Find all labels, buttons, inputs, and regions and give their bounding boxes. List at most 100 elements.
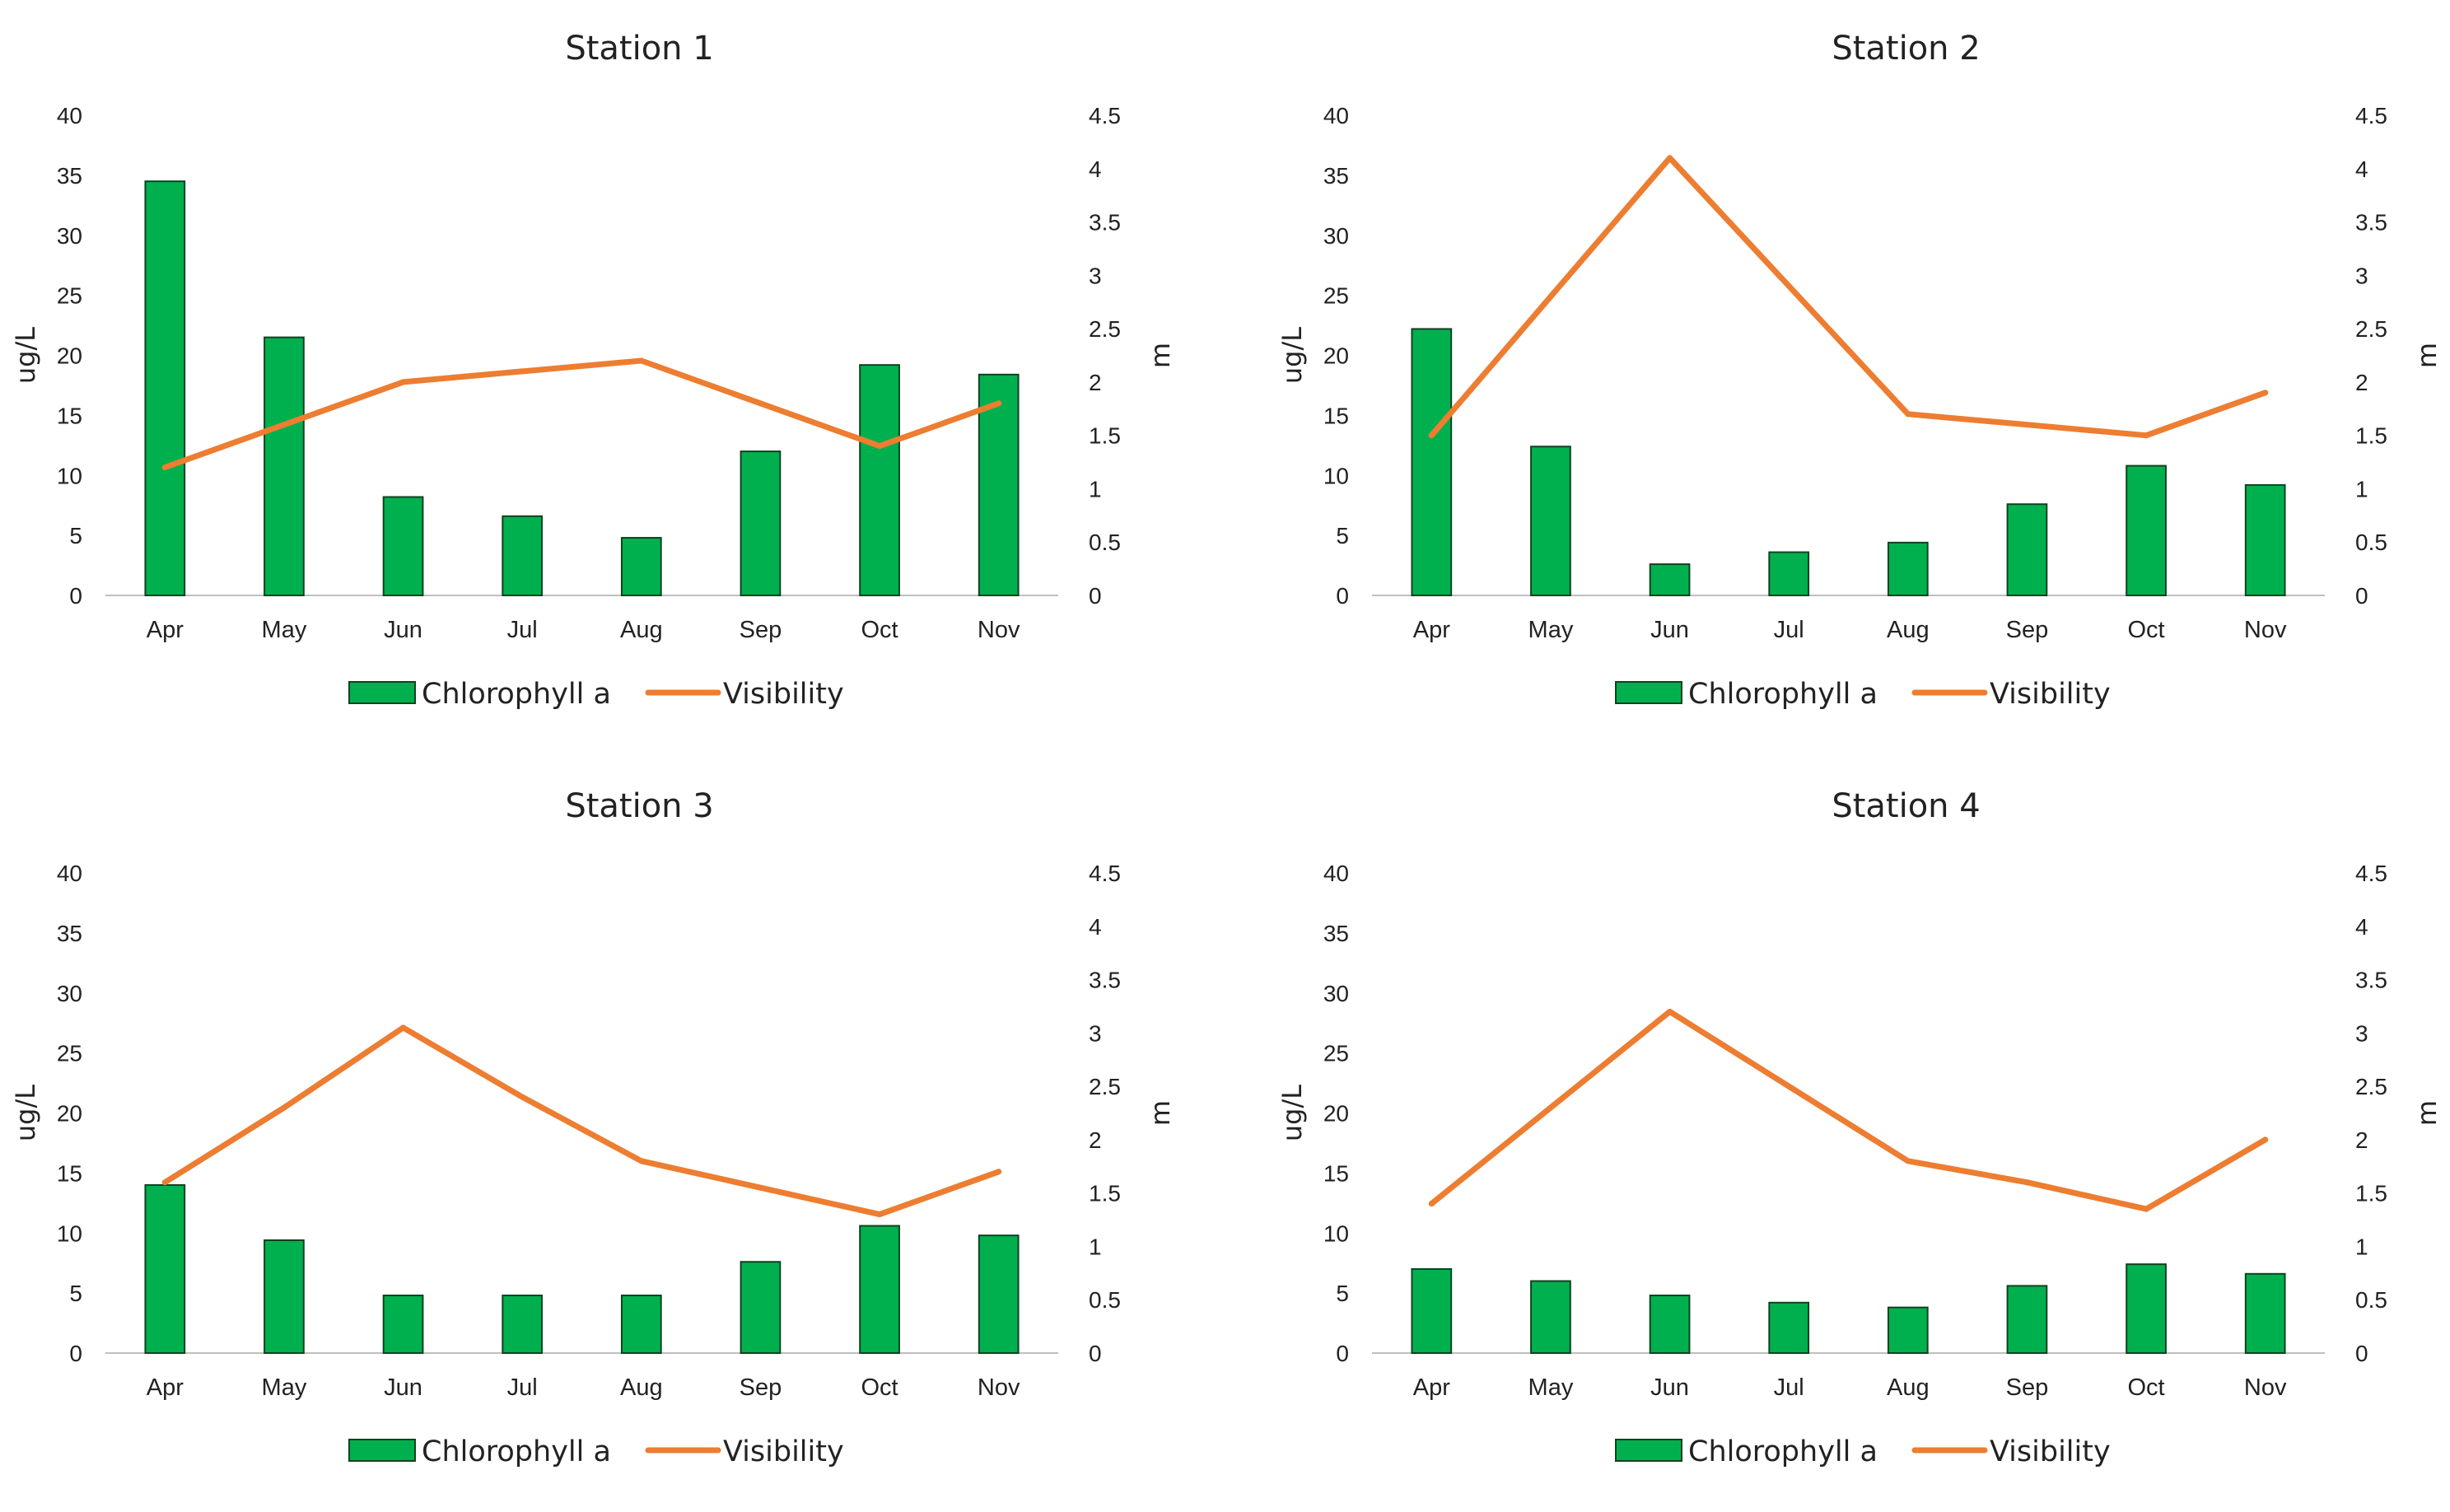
x-tick-label: Oct (861, 1374, 898, 1401)
y2-tick-label: 4.5 (2355, 861, 2387, 886)
point-visibility-may (281, 422, 287, 428)
bar-chlorophyll-jul (1768, 551, 1810, 597)
y-tick-label: 35 (57, 163, 82, 189)
y2-tick-label: 3.5 (2355, 210, 2387, 236)
x-tick-label: Aug (620, 617, 663, 643)
point-visibility-oct (876, 1211, 883, 1218)
point-visibility-apr (161, 1179, 168, 1186)
point-visibility-sep (757, 1184, 763, 1191)
y2-tick-label: 0.5 (2355, 1287, 2387, 1313)
x-tick-label: Sep (2006, 617, 2049, 643)
y2-tick-label: 2 (1089, 370, 1102, 395)
y2-tick-label: 0 (1089, 583, 1102, 609)
y-tick-label: 40 (57, 103, 82, 128)
y2-tick-label: 4 (2355, 156, 2368, 182)
point-visibility-apr (1428, 432, 1435, 439)
y-tick-label: 5 (1336, 523, 1349, 548)
bar-chlorophyll-nov (2244, 1272, 2286, 1354)
chart-title: Station 3 (565, 787, 713, 825)
point-visibility-aug (1905, 411, 1911, 418)
y2-tick-label: 3 (2355, 1020, 2368, 1046)
bar-chlorophyll-nov (978, 1234, 1020, 1354)
y2-tick-label: 3.5 (2355, 968, 2387, 993)
x-tick-label: Apr (147, 1374, 184, 1401)
y2-tick-label: 0.5 (1089, 530, 1121, 555)
chart-station-1: Station 1 0 5 10 15 20 25 30 35 40 0 0.5 1 1.5 2 2.5 3 3.… (10, 30, 1176, 711)
chart-station-3: Station 3 0 5 10 15 20 25 30 35 40 0 0.5 1 1.5 2 2.5 3 3.… (10, 787, 1176, 1468)
y-tick-label: 15 (1323, 1160, 1349, 1186)
x-tick-label: Aug (1887, 617, 1930, 643)
y2-tick-label: 2 (1089, 1127, 1102, 1153)
y-tick-label: 40 (1323, 103, 1349, 128)
x-tick-label: Oct (861, 617, 898, 643)
bar-chlorophyll-jun (1649, 1295, 1691, 1354)
chart-title: Station 4 (1832, 787, 1980, 825)
point-visibility-aug (638, 1158, 645, 1164)
y2-tick-label: 4.5 (1089, 103, 1121, 128)
bar-chlorophyll-nov (978, 373, 1020, 596)
point-visibility-nov (2262, 1136, 2269, 1143)
x-tick-label: Jul (507, 1374, 538, 1401)
x-tick-label: Apr (147, 617, 184, 643)
y-axis-title: ug/L (10, 1085, 41, 1141)
x-tick-label: May (262, 1374, 307, 1401)
y-tick-label: 25 (1323, 283, 1349, 309)
x-tick-label: Jul (1774, 1374, 1804, 1401)
y-tick-label: 30 (1323, 223, 1349, 249)
x-tick-label: May (1528, 1374, 1574, 1401)
bar-chlorophyll-jul (502, 1295, 544, 1354)
bar-chlorophyll-apr (144, 1183, 186, 1355)
chart-station-4: Station 4 0 5 10 15 20 25 30 35 40 0 0.5 1 1.5 2 2.5 3 3.… (1276, 787, 2443, 1468)
y2-tick-label: 2.5 (1089, 1074, 1121, 1099)
y-tick-label: 25 (1323, 1041, 1349, 1066)
y2-tick-label: 4 (2355, 914, 2368, 940)
y-tick-label: 20 (1323, 1101, 1349, 1127)
point-visibility-jul (1785, 1083, 1792, 1090)
y2-tick-label: 1.5 (1089, 423, 1121, 449)
line-visibility (1428, 1008, 2269, 1212)
x-tick-label: Aug (1887, 1374, 1930, 1401)
legend-swatch-chlorophyll (348, 681, 416, 704)
y-tick-label: 15 (57, 403, 82, 428)
y-tick-label: 10 (57, 463, 82, 488)
y2-tick-label: 4.5 (1089, 861, 1121, 886)
bar-chlorophyll-may (264, 1239, 305, 1354)
y2-tick-label: 1 (1089, 476, 1102, 502)
line-visibility (1428, 155, 2269, 439)
y-tick-label: 0 (69, 583, 82, 609)
y2-tick-label: 2 (2355, 370, 2368, 395)
y2-tick-label: 1.5 (2355, 423, 2387, 449)
point-visibility-sep (2023, 422, 2030, 428)
bar-chlorophyll-sep (2006, 1285, 2048, 1355)
y-tick-label: 25 (57, 283, 82, 309)
y-axis-title: ug/L (1276, 327, 1308, 384)
y-tick-label: 15 (57, 1160, 82, 1186)
y-tick-label: 5 (1336, 1281, 1349, 1306)
y-tick-label: 5 (69, 1281, 82, 1306)
legend-label-visibility: Visibility (1990, 1435, 2111, 1468)
y2-tick-label: 0.5 (1089, 1287, 1121, 1313)
y2-tick-label: 1 (2355, 1234, 2368, 1259)
legend-swatch-chlorophyll (1615, 1439, 1682, 1462)
x-tick-label: Apr (1413, 1374, 1450, 1401)
y2-tick-label: 4.5 (2355, 103, 2387, 128)
y2-tick-label: 3 (1089, 1020, 1102, 1046)
point-visibility-jul (519, 1094, 525, 1100)
y2-tick-label: 2.5 (2355, 316, 2387, 342)
line-visibility (161, 357, 1002, 470)
x-tick-label: Oct (2128, 617, 2165, 643)
bar-chlorophyll-may (1530, 1280, 1571, 1354)
point-visibility-sep (2023, 1179, 2030, 1186)
legend-label-chlorophyll: Chlorophyll a (1688, 678, 1878, 711)
y2-tick-label: 3.5 (1089, 968, 1121, 993)
legend-label-visibility: Visibility (723, 1435, 844, 1468)
y2-tick-label: 1.5 (2355, 1181, 2387, 1206)
y2-tick-label: 1 (1089, 1234, 1102, 1259)
bar-chlorophyll-may (264, 336, 305, 596)
y-tick-label: 30 (1323, 981, 1349, 1006)
point-visibility-nov (996, 400, 1002, 407)
bar-chlorophyll-oct (859, 1225, 900, 1354)
legend-label-visibility: Visibility (1990, 678, 2111, 711)
point-visibility-oct (2143, 432, 2149, 439)
y2-axis-title: m (1145, 343, 1176, 368)
